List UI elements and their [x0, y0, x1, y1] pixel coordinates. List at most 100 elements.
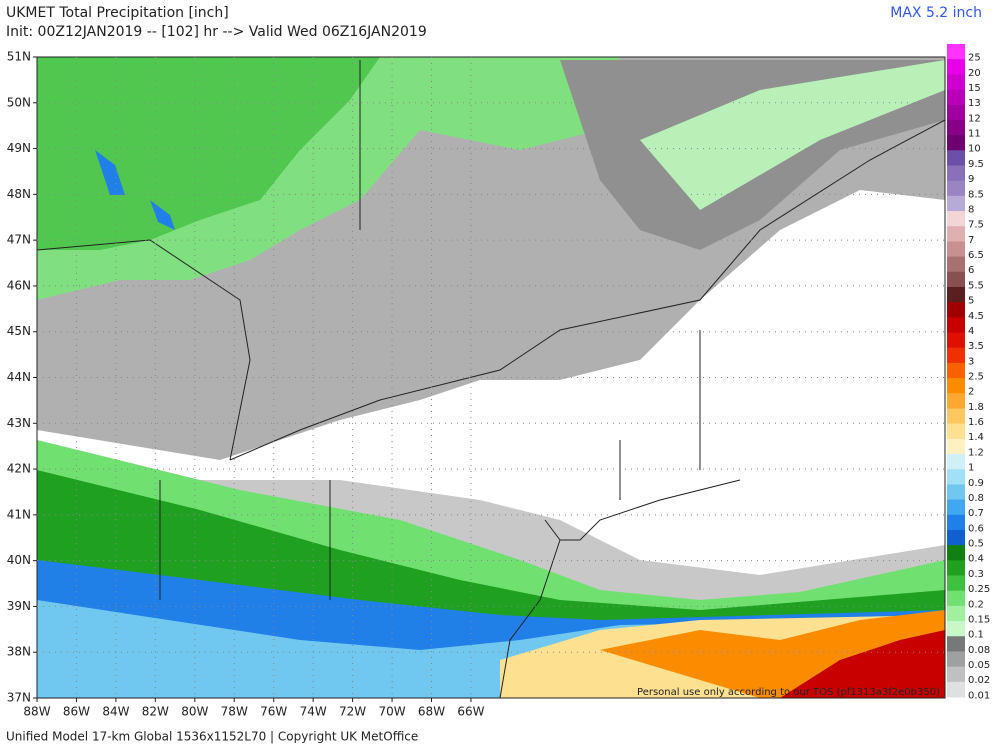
colorbar-cell [947, 59, 965, 75]
lon-label: 68W [418, 705, 445, 719]
lat-label: 47N [7, 233, 31, 247]
colorbar-cell [947, 590, 965, 607]
colorbar-cell [947, 651, 965, 668]
lon-label: 80W [181, 705, 208, 719]
colorbar-label: 6 [968, 265, 974, 276]
colorbar-cell [947, 438, 965, 455]
colorbar-cell [947, 514, 965, 531]
lat-label: 45N [7, 324, 31, 338]
colorbar-cell [947, 302, 965, 318]
colorbar-label: 5 [968, 296, 974, 307]
colorbar-cell [947, 256, 965, 273]
colorbar-label: 4.5 [968, 311, 984, 322]
colorbar-label: 0.05 [968, 660, 990, 671]
colorbar-cell [947, 119, 965, 136]
colorbar-label: 3.5 [968, 341, 984, 352]
lat-label: 37N [7, 691, 31, 705]
colorbar-label: 2.5 [968, 372, 984, 383]
colorbar-label: 10 [968, 144, 981, 155]
colorbar-label: 9.5 [968, 159, 984, 170]
lat-label: 42N [7, 462, 31, 476]
lon-label: 78W [221, 705, 248, 719]
colorbar-label: 8.5 [968, 189, 984, 200]
colorbar-label: 0.9 [968, 478, 984, 489]
colorbar-cell [947, 271, 965, 288]
colorbar-cell [947, 362, 965, 379]
colorbar-label: 7 [968, 235, 974, 246]
colorbar-label: 5.5 [968, 280, 984, 291]
colorbar-cell [947, 499, 965, 516]
colorbar-cell [947, 286, 965, 303]
colorbar-label: 8 [968, 204, 974, 215]
colorbar-label: 12 [968, 113, 981, 124]
colorbar-label: 0.1 [968, 630, 984, 641]
lon-label: 86W [63, 705, 90, 719]
colorbar-cell [947, 378, 965, 394]
lat-label: 44N [7, 370, 31, 384]
colorbar-cell [947, 605, 965, 622]
lon-label: 72W [339, 705, 366, 719]
colorbar-cell [947, 545, 965, 561]
lon-label: 84W [102, 705, 129, 719]
colorbar-label: 0.25 [968, 584, 990, 595]
colorbar-label: 1.8 [968, 402, 984, 413]
colorbar-cell [947, 560, 965, 577]
colorbar-label: 3 [968, 356, 974, 367]
footer: Unified Model 17-km Global 1536x1152L70 … [6, 730, 418, 744]
colorbar-label: 20 [968, 68, 981, 79]
colorbar-cell [947, 529, 965, 546]
colorbar-label: 0.3 [968, 569, 984, 580]
colorbar-cell [947, 393, 965, 409]
colorbar-label: 0.15 [968, 614, 990, 625]
colorbar-cell [947, 165, 965, 182]
lat-label: 41N [7, 507, 31, 521]
colorbar-label: 0.01 [968, 690, 990, 701]
colorbar-cell [947, 469, 965, 485]
subtitle: Init: 00Z12JAN2019 -- [102] hr --> Valid… [6, 24, 427, 40]
colorbar-label: 0.08 [968, 645, 990, 656]
lon-label: 82W [142, 705, 169, 719]
colorbar-cell [947, 44, 965, 60]
colorbar-cell [947, 135, 965, 151]
lat-label: 43N [7, 416, 31, 430]
colorbar-cell [947, 226, 965, 242]
colorbar-cell [947, 347, 965, 364]
lon-label: 66W [457, 705, 484, 719]
colorbar-label: 0.7 [968, 508, 984, 519]
colorbar-cell [947, 681, 965, 698]
colorbar-cell [947, 423, 965, 440]
colorbar-cell [947, 636, 965, 652]
max-label: MAX 5.2 inch [890, 5, 982, 21]
lon-label: 88W [23, 705, 50, 719]
colorbar-cell [947, 454, 965, 470]
colorbar-label: 0.5 [968, 539, 984, 550]
colorbar-label: 1.4 [968, 432, 984, 443]
watermark: Personal use only according to our TOS (… [637, 687, 940, 698]
colorbar-label: 0.6 [968, 523, 984, 534]
lat-label: 46N [7, 278, 31, 292]
title: UKMET Total Precipitation [inch] [6, 5, 229, 21]
colorbar-cell [947, 408, 965, 425]
colorbar-label: 1.6 [968, 417, 984, 428]
lon-label: 76W [260, 705, 287, 719]
colorbar-cell [947, 666, 965, 683]
colorbar-label: 0.02 [968, 675, 990, 686]
colorbar-label: 7.5 [968, 220, 984, 231]
colorbar-cell [947, 180, 965, 197]
colorbar-label: 9 [968, 174, 974, 185]
colorbar-label: 1.2 [968, 447, 984, 458]
colorbar-label: 0.8 [968, 493, 984, 504]
colorbar-cell [947, 332, 965, 349]
lon-label: 74W [300, 705, 327, 719]
colorbar-label: 15 [968, 83, 981, 94]
lon-label: 70W [378, 705, 405, 719]
colorbar-cell [947, 575, 965, 592]
colorbar-cell [947, 241, 965, 258]
colorbar-label: 1 [968, 463, 974, 474]
colorbar-cell [947, 104, 965, 121]
lat-label: 51N [7, 50, 31, 64]
colorbar-label: 25 [968, 53, 981, 64]
colorbar-cell [947, 621, 965, 637]
colorbar-cell [947, 89, 965, 106]
